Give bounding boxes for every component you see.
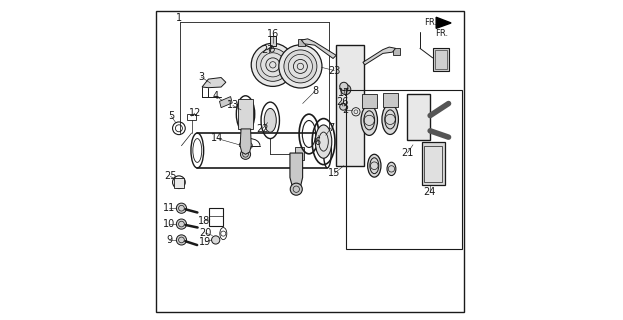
Polygon shape — [436, 17, 451, 28]
Bar — [433, 48, 449, 70]
Bar — [298, 39, 305, 46]
Bar — [435, 50, 447, 69]
Text: 5: 5 — [168, 111, 174, 121]
Text: 9: 9 — [166, 235, 173, 245]
Text: 17: 17 — [338, 88, 350, 98]
Text: FR.: FR. — [435, 28, 449, 38]
Polygon shape — [302, 39, 336, 59]
Text: 24: 24 — [423, 187, 435, 197]
Ellipse shape — [315, 125, 332, 158]
Text: 21: 21 — [401, 148, 414, 158]
Text: 27: 27 — [261, 44, 273, 55]
Bar — [187, 114, 196, 120]
Circle shape — [176, 203, 186, 213]
Bar — [362, 94, 377, 108]
Text: 3: 3 — [198, 72, 204, 82]
Text: 6: 6 — [314, 137, 320, 147]
Text: 4: 4 — [212, 91, 219, 101]
Ellipse shape — [361, 105, 378, 135]
Polygon shape — [240, 129, 251, 154]
Text: 19: 19 — [199, 237, 211, 247]
Bar — [383, 93, 397, 107]
Polygon shape — [202, 77, 226, 88]
Text: 2: 2 — [343, 105, 349, 115]
Circle shape — [340, 82, 348, 91]
Circle shape — [212, 236, 220, 244]
Bar — [209, 208, 222, 226]
Circle shape — [251, 43, 295, 86]
Bar — [270, 36, 276, 46]
Circle shape — [176, 219, 186, 229]
Circle shape — [256, 48, 289, 81]
Circle shape — [290, 183, 302, 195]
Polygon shape — [219, 97, 232, 108]
Text: 8: 8 — [312, 86, 318, 96]
Text: 15: 15 — [328, 168, 341, 178]
Circle shape — [240, 149, 250, 159]
Circle shape — [284, 50, 317, 83]
Polygon shape — [363, 47, 396, 65]
Polygon shape — [290, 153, 303, 189]
Text: 12: 12 — [189, 108, 201, 118]
Text: 14: 14 — [211, 133, 223, 143]
Bar — [174, 178, 184, 188]
Text: 1: 1 — [176, 13, 182, 23]
Text: FR.: FR. — [424, 18, 437, 27]
Ellipse shape — [264, 108, 276, 132]
Circle shape — [288, 54, 313, 78]
Text: 16: 16 — [267, 29, 279, 39]
Circle shape — [261, 53, 285, 77]
Text: 25: 25 — [164, 172, 176, 181]
Text: 23: 23 — [328, 66, 341, 76]
Circle shape — [176, 235, 186, 245]
Text: 11: 11 — [163, 203, 176, 213]
Bar — [238, 99, 253, 129]
Bar — [424, 146, 442, 182]
Circle shape — [340, 103, 347, 110]
Bar — [422, 142, 445, 185]
Text: 18: 18 — [198, 216, 211, 226]
Circle shape — [279, 45, 322, 88]
Bar — [407, 94, 430, 140]
Text: 10: 10 — [163, 219, 176, 229]
Text: 26: 26 — [336, 97, 348, 107]
Bar — [295, 147, 304, 160]
Text: 22: 22 — [256, 124, 269, 134]
Text: 13: 13 — [227, 100, 239, 110]
Bar — [336, 44, 364, 166]
Bar — [346, 90, 462, 249]
Ellipse shape — [368, 154, 381, 177]
Text: 7: 7 — [328, 123, 335, 133]
Bar — [393, 48, 401, 55]
Circle shape — [341, 84, 351, 95]
Text: 20: 20 — [199, 228, 211, 238]
Ellipse shape — [387, 162, 396, 176]
Ellipse shape — [382, 104, 399, 134]
